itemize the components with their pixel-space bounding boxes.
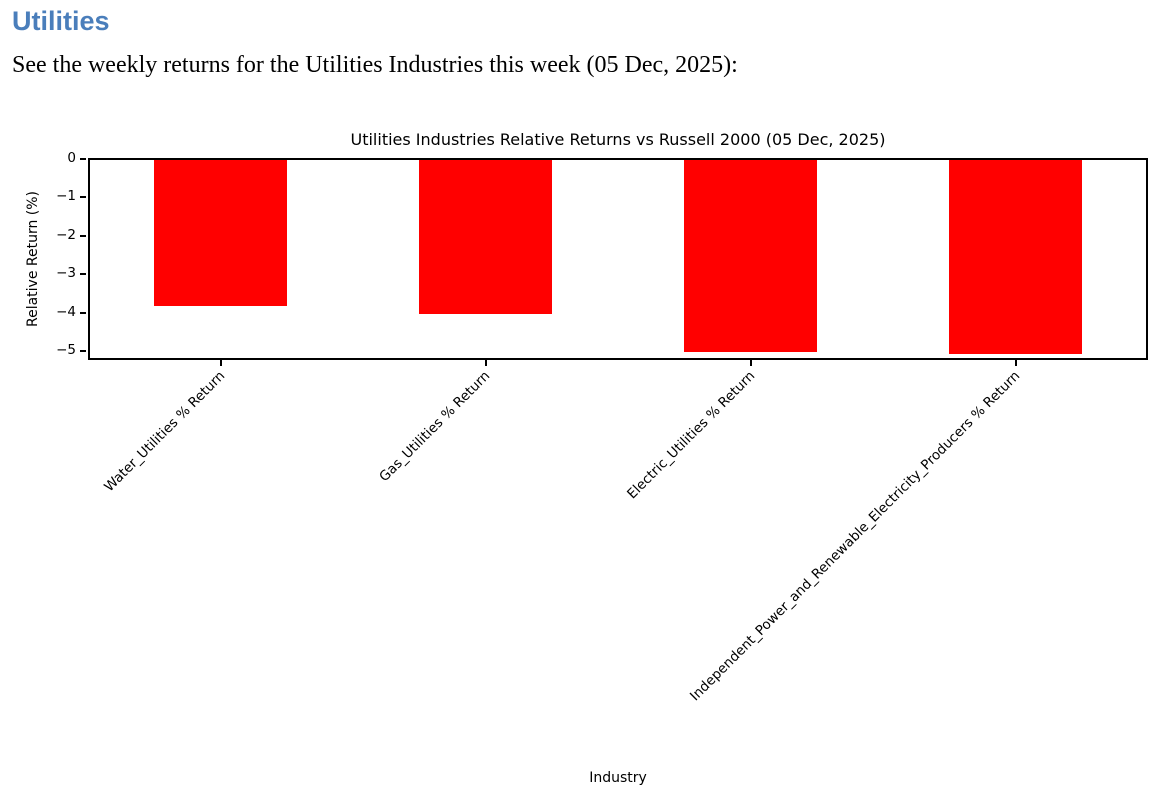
y-tick-label: 0 <box>67 150 76 166</box>
y-tick-mark <box>80 311 86 314</box>
x-tick-label: Gas_Utilities % Return <box>375 368 493 486</box>
bar-Gas_Utilities % Return <box>419 160 552 314</box>
x-tick-mark <box>1014 360 1017 366</box>
x-tick-label: Independent_Power_and_Renewable_Electric… <box>686 368 1023 705</box>
y-tick-mark <box>80 350 86 352</box>
x-tick-mark <box>749 360 752 366</box>
x-tick-label: Electric_Utilities % Return <box>623 368 758 503</box>
y-tick-label: −5 <box>56 342 76 358</box>
x-axis-label: Industry <box>589 770 647 786</box>
x-tick-label: Water_Utilities % Return <box>100 368 228 496</box>
page-title: Utilities <box>12 6 110 36</box>
y-tick-mark <box>80 273 86 276</box>
x-tick-mark <box>219 360 222 366</box>
bar-Independent_Power_and_Renewable_Electricity_Producers % Return <box>949 160 1082 354</box>
y-tick-label: −2 <box>56 226 76 243</box>
y-tick-label: −1 <box>56 188 76 205</box>
bar-Water_Utilities % Return <box>154 160 287 306</box>
y-tick-mark <box>80 234 86 237</box>
chart-title: Utilities Industries Relative Returns vs… <box>350 130 886 149</box>
x-tick-mark <box>484 360 487 366</box>
y-tick-mark <box>80 196 86 199</box>
bar-Electric_Utilities % Return <box>684 160 817 352</box>
y-tick-mark <box>80 158 86 160</box>
plot-area <box>88 158 1148 360</box>
y-tick-label: −3 <box>56 265 76 282</box>
y-tick-label: −4 <box>56 303 76 320</box>
intro-text: See the weekly returns for the Utilities… <box>12 52 738 78</box>
